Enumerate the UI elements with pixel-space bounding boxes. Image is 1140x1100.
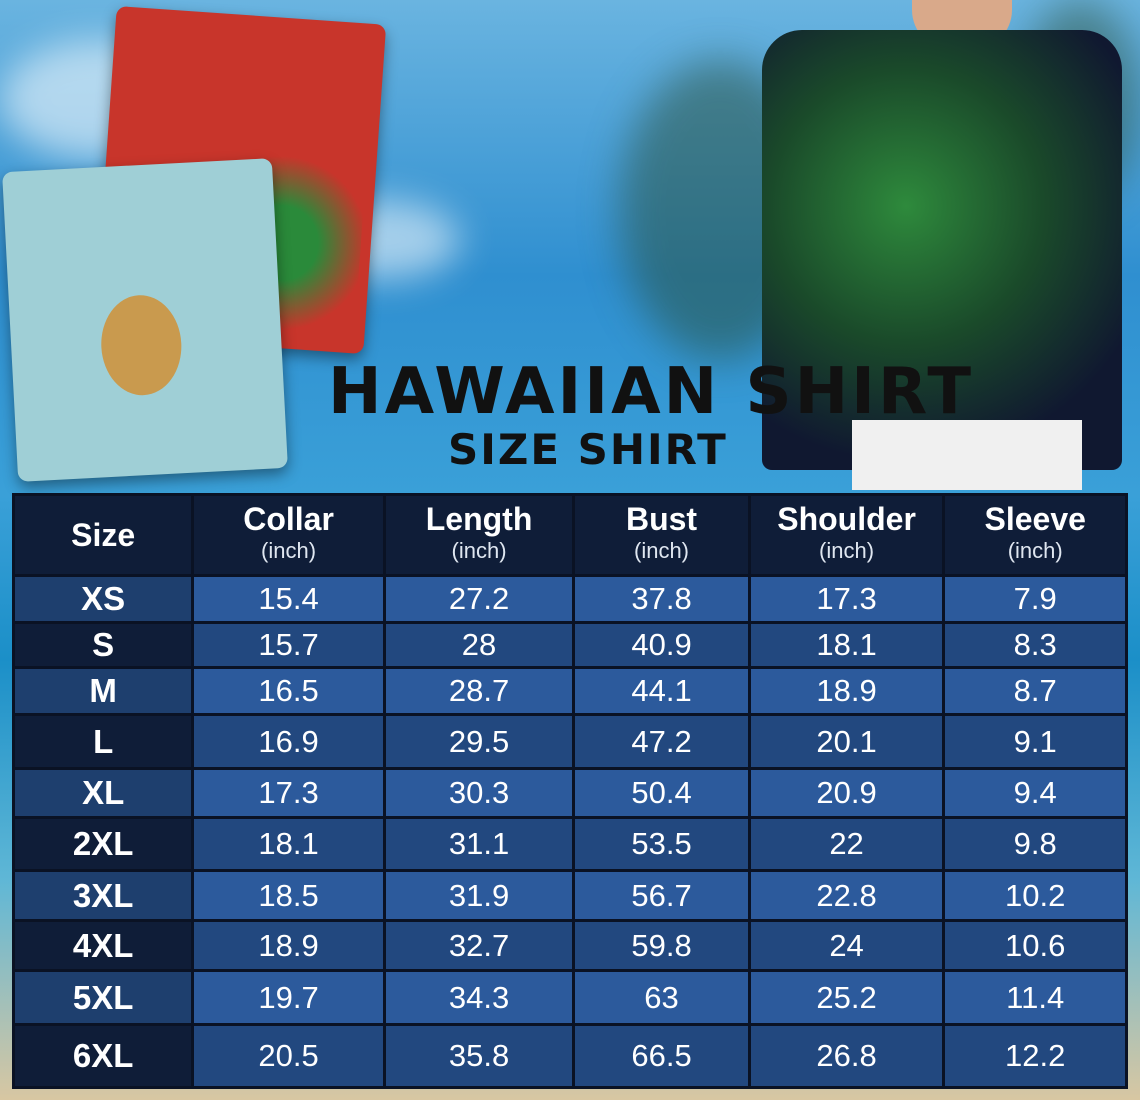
measurement-cell: 9.4 [942, 767, 1128, 819]
column-header: Shoulder (inch) [747, 493, 946, 577]
measurement-cell: 19.7 [191, 969, 386, 1026]
column-header: Length (inch) [382, 493, 576, 577]
table-row: S 15.7 28 40.9 18.1 8.3 [11, 621, 1128, 669]
table-row: XL 17.3 30.3 50.4 20.9 9.4 [11, 767, 1128, 819]
measurement-cell: 15.4 [191, 574, 386, 624]
teal-shirt-image [2, 158, 288, 482]
page-subtitle: SIZE SHIRT [448, 425, 728, 474]
size-cell: L [11, 713, 195, 770]
measurement-cell: 8.7 [942, 666, 1128, 716]
table-row: L 16.9 29.5 47.2 20.1 9.1 [11, 713, 1128, 770]
measurement-cell: 24 [747, 919, 946, 972]
measurement-cell: 26.8 [747, 1023, 946, 1089]
header-row: Size Collar (inch) Length (inch) Bust (inch) Sh… [11, 493, 1128, 577]
column-unit: (inch) [451, 538, 507, 563]
column-header: Sleeve (inch) [942, 493, 1128, 577]
measurement-cell: 47.2 [572, 713, 751, 770]
size-cell: XL [11, 767, 195, 819]
measurement-cell: 9.8 [942, 816, 1128, 872]
measurement-cell: 28 [382, 621, 576, 669]
measurement-cell: 66.5 [572, 1023, 751, 1089]
measurement-cell: 11.4 [942, 969, 1128, 1026]
table-row: 6XL 20.5 35.8 66.5 26.8 12.2 [11, 1023, 1128, 1089]
measurement-cell: 18.9 [747, 666, 946, 716]
measurement-cell: 29.5 [382, 713, 576, 770]
measurement-cell: 30.3 [382, 767, 576, 819]
size-chart-table: Size Collar (inch) Length (inch) Bust (inch) Sh… [11, 493, 1128, 1089]
measurement-cell: 20.5 [191, 1023, 386, 1089]
measurement-cell: 17.3 [191, 767, 386, 819]
size-cell: 5XL [11, 969, 195, 1026]
measurement-cell: 34.3 [382, 969, 576, 1026]
column-label: Collar [243, 501, 334, 537]
measurement-cell: 53.5 [572, 816, 751, 872]
column-header: Collar (inch) [191, 493, 386, 577]
measurement-cell: 9.1 [942, 713, 1128, 770]
table-row: M 16.5 28.7 44.1 18.9 8.7 [11, 666, 1128, 716]
table-row: 5XL 19.7 34.3 63 25.2 11.4 [11, 969, 1128, 1026]
measurement-cell: 35.8 [382, 1023, 576, 1089]
measurement-cell: 63 [572, 969, 751, 1026]
measurement-cell: 27.2 [382, 574, 576, 624]
size-cell: XS [11, 574, 195, 624]
column-label: Size [71, 517, 136, 553]
measurement-cell: 10.6 [942, 919, 1128, 972]
column-unit: (inch) [261, 538, 317, 563]
measurement-cell: 32.7 [382, 919, 576, 972]
measurement-cell: 56.7 [572, 869, 751, 922]
measurement-cell: 12.2 [942, 1023, 1128, 1089]
table-row: 2XL 18.1 31.1 53.5 22 9.8 [11, 816, 1128, 872]
measurement-cell: 37.8 [572, 574, 751, 624]
measurement-cell: 31.9 [382, 869, 576, 922]
size-cell: M [11, 666, 195, 716]
measurement-cell: 18.5 [191, 869, 386, 922]
size-cell: 6XL [11, 1023, 195, 1089]
table-row: XS 15.4 27.2 37.8 17.3 7.9 [11, 574, 1128, 624]
measurement-cell: 50.4 [572, 767, 751, 819]
measurement-cell: 20.9 [747, 767, 946, 819]
measurement-cell: 31.1 [382, 816, 576, 872]
measurement-cell: 18.1 [191, 816, 386, 872]
table-row: 3XL 18.5 31.9 56.7 22.8 10.2 [11, 869, 1128, 922]
measurement-cell: 25.2 [747, 969, 946, 1026]
measurement-cell: 40.9 [572, 621, 751, 669]
measurement-cell: 15.7 [191, 621, 386, 669]
page-title: HAWAIIAN SHIRT [328, 355, 974, 429]
size-cell: 2XL [11, 816, 195, 872]
column-label: Sleeve [984, 501, 1086, 537]
model-shirt-image [752, 0, 1130, 490]
column-header: Size [11, 493, 195, 577]
measurement-cell: 59.8 [572, 919, 751, 972]
measurement-cell: 7.9 [942, 574, 1128, 624]
measurement-cell: 22 [747, 816, 946, 872]
column-header: Bust (inch) [572, 493, 751, 577]
size-cell: 3XL [11, 869, 195, 922]
size-cell: 4XL [11, 919, 195, 972]
measurement-cell: 28.7 [382, 666, 576, 716]
column-unit: (inch) [1007, 538, 1063, 563]
measurement-cell: 16.9 [191, 713, 386, 770]
measurement-cell: 16.5 [191, 666, 386, 716]
measurement-cell: 10.2 [942, 869, 1128, 922]
measurement-cell: 22.8 [747, 869, 946, 922]
measurement-cell: 20.1 [747, 713, 946, 770]
table-row: 4XL 18.9 32.7 59.8 24 10.6 [11, 919, 1128, 972]
column-unit: (inch) [634, 538, 690, 563]
column-label: Length [425, 501, 533, 537]
measurement-cell: 44.1 [572, 666, 751, 716]
measurement-cell: 17.3 [747, 574, 946, 624]
measurement-cell: 18.9 [191, 919, 386, 972]
column-label: Bust [625, 501, 698, 537]
column-unit: (inch) [819, 538, 875, 563]
measurement-cell: 8.3 [942, 621, 1128, 669]
column-label: Shoulder [777, 501, 916, 537]
size-cell: S [11, 621, 195, 669]
measurement-cell: 18.1 [747, 621, 946, 669]
